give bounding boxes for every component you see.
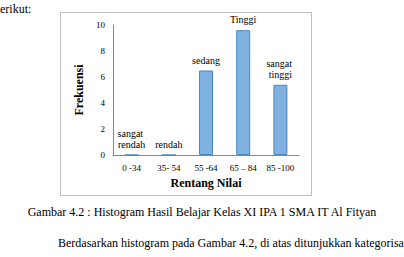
svg-text:55 -64: 55 -64 (194, 163, 218, 173)
svg-text:0 -34: 0 -34 (122, 163, 141, 173)
svg-text:sangat: sangat (266, 58, 294, 69)
svg-text:65 – 84: 65 – 84 (230, 163, 258, 173)
svg-text:10: 10 (96, 20, 106, 30)
svg-text:Frekuensi: Frekuensi (72, 64, 86, 116)
svg-text:2: 2 (101, 124, 106, 134)
svg-text:Tinggi: Tinggi (230, 14, 257, 25)
svg-text:sedang: sedang (192, 55, 220, 66)
svg-text:0: 0 (101, 150, 106, 160)
svg-text:Rentang Nilai: Rentang Nilai (170, 176, 242, 190)
svg-text:4: 4 (101, 98, 106, 108)
svg-text:35- 54: 35- 54 (157, 163, 181, 173)
svg-text:6: 6 (101, 72, 106, 82)
svg-text:8: 8 (101, 46, 106, 56)
svg-text:85 -100: 85 -100 (267, 163, 295, 173)
svg-text:rendah: rendah (118, 139, 145, 150)
svg-text:rendah: rendah (155, 139, 182, 150)
html-text:erikut:: erikut: (0, 2, 32, 16)
svg-text:sangat: sangat (118, 128, 146, 139)
html-text:Gambar 4.2 : Histogram Hasil B: Gambar 4.2 : Histogram Hasil Belajar Kel… (27, 205, 377, 219)
svg-text:tinggi: tinggi (269, 69, 293, 80)
